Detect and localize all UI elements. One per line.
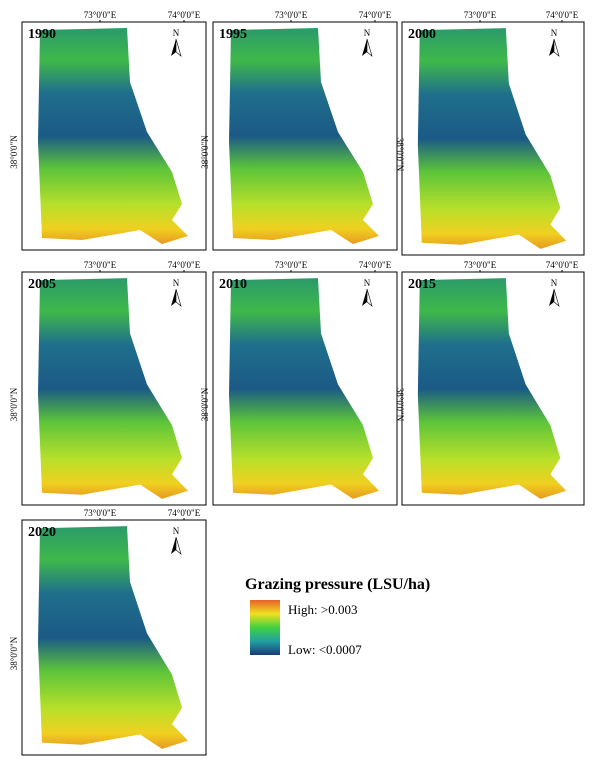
north-arrow bbox=[366, 288, 373, 307]
x-coord-label: 74°0'0"E bbox=[359, 260, 392, 270]
y-coord-label: 38°0'0"N bbox=[9, 387, 19, 421]
y-coord-label: 38°0'0"N bbox=[200, 387, 210, 421]
legend-ramp bbox=[250, 600, 280, 655]
x-coord-label: 73°0'0"E bbox=[464, 260, 497, 270]
north-arrow bbox=[175, 536, 182, 555]
map-panel: 2000 73°0'0"E 74°0'0"E 38°0'0"N N bbox=[395, 10, 585, 256]
y-coord-label: 38°0'0"N bbox=[9, 135, 19, 169]
map-panel: 2015 73°0'0"E 74°0'0"E 38°0'0"N N bbox=[395, 260, 585, 506]
map-panel: 1995 73°0'0"E 74°0'0"E 38°0'0"N N bbox=[200, 10, 398, 251]
map-panel: 2010 73°0'0"E 74°0'0"E 38°0'0"N N bbox=[200, 260, 398, 506]
north-label: N bbox=[364, 28, 371, 38]
panel-frame bbox=[212, 21, 398, 251]
map-area bbox=[38, 278, 188, 499]
map-panel: 1990 73°0'0"E 74°0'0"E 38°0'0"N N bbox=[9, 10, 207, 251]
panel-frame bbox=[212, 271, 398, 506]
map-area bbox=[229, 28, 379, 244]
x-coord-label: 73°0'0"E bbox=[275, 260, 308, 270]
panel-frame bbox=[401, 271, 585, 506]
map-area bbox=[417, 28, 567, 249]
panel-frame bbox=[21, 21, 207, 251]
legend-high: High: >0.003 bbox=[288, 602, 357, 617]
north-arrow bbox=[175, 288, 182, 307]
year-label: 1990 bbox=[28, 27, 56, 42]
year-label: 2000 bbox=[408, 27, 436, 42]
north-label: N bbox=[551, 278, 558, 288]
north-arrow bbox=[362, 289, 367, 306]
x-coord-label: 73°0'0"E bbox=[84, 508, 117, 518]
year-label: 2005 bbox=[28, 277, 56, 292]
panel-frame bbox=[21, 519, 207, 756]
panel-frame bbox=[21, 271, 207, 506]
north-label: N bbox=[173, 526, 180, 536]
x-coord-label: 73°0'0"E bbox=[464, 10, 497, 20]
y-coord-label: 38°0'0"N bbox=[200, 135, 210, 169]
north-arrow bbox=[171, 289, 176, 306]
map-area bbox=[38, 526, 188, 749]
x-coord-label: 74°0'0"E bbox=[168, 508, 201, 518]
y-coord-label: 38°0'0"N bbox=[9, 636, 19, 670]
legend: Grazing pressure (LSU/ha) High: >0.003 L… bbox=[245, 576, 430, 657]
year-label: 2010 bbox=[219, 277, 247, 292]
x-coord-label: 74°0'0"E bbox=[546, 260, 579, 270]
legend-title: Grazing pressure (LSU/ha) bbox=[245, 576, 430, 593]
x-coord-label: 74°0'0"E bbox=[359, 10, 392, 20]
north-label: N bbox=[173, 278, 180, 288]
north-arrow bbox=[362, 39, 367, 56]
panel-frame bbox=[401, 21, 585, 256]
north-arrow bbox=[553, 288, 560, 307]
x-coord-label: 74°0'0"E bbox=[168, 260, 201, 270]
y-coord-label: 38°0'0"N bbox=[395, 138, 405, 172]
legend-low: Low: <0.0007 bbox=[288, 642, 362, 657]
north-label: N bbox=[173, 28, 180, 38]
north-arrow bbox=[366, 38, 373, 57]
map-area bbox=[38, 28, 188, 244]
x-coord-label: 74°0'0"E bbox=[168, 10, 201, 20]
north-arrow bbox=[549, 289, 554, 306]
year-label: 2020 bbox=[28, 525, 56, 540]
x-coord-label: 73°0'0"E bbox=[84, 260, 117, 270]
north-arrow bbox=[171, 537, 176, 554]
north-arrow bbox=[171, 39, 176, 56]
north-arrow bbox=[175, 38, 182, 57]
north-label: N bbox=[364, 278, 371, 288]
x-coord-label: 74°0'0"E bbox=[546, 10, 579, 20]
year-label: 1995 bbox=[219, 27, 247, 42]
y-coord-label: 38°0'0"N bbox=[395, 388, 405, 422]
year-label: 2015 bbox=[408, 277, 436, 292]
north-arrow bbox=[553, 38, 560, 57]
north-arrow bbox=[549, 39, 554, 56]
map-area bbox=[229, 278, 379, 499]
x-coord-label: 73°0'0"E bbox=[84, 10, 117, 20]
map-panel: 2005 73°0'0"E 74°0'0"E 38°0'0"N N bbox=[9, 260, 207, 506]
map-panel: 2020 73°0'0"E 74°0'0"E 38°0'0"N N bbox=[9, 508, 207, 756]
x-coord-label: 73°0'0"E bbox=[275, 10, 308, 20]
map-area bbox=[417, 278, 567, 499]
north-label: N bbox=[551, 28, 558, 38]
